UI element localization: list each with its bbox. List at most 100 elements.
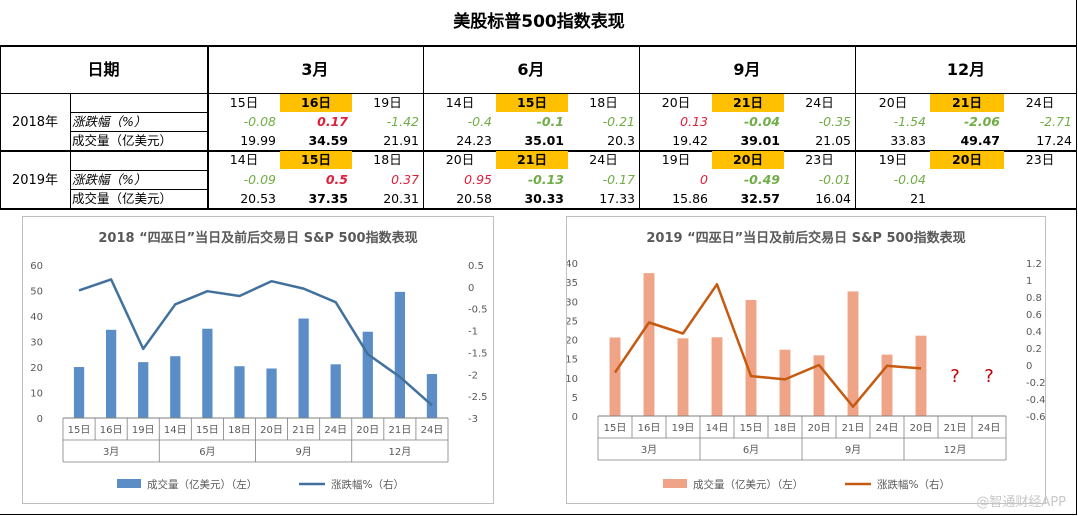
y-right-tick-label: -2.5 [468,392,488,403]
divider [70,112,207,113]
divider [70,189,207,190]
y-right-tick-label: -0.6 [1026,412,1045,423]
line-change [78,278,433,407]
date-cell: 15日 [229,95,259,110]
chart-2019: 2019 “四巫日”当日及前后交易日 S&P 500指数表现 0 5 10 15 20 2… [566,216,1046,504]
date-cell: 21日 [712,94,784,112]
bar-volume [745,299,757,416]
divider [423,45,424,209]
x-group-label: 6月 [199,446,215,458]
header-date: 日期 [87,60,120,79]
change-cell: -1.54 [893,114,926,129]
y-right-tick-label: 0 [468,283,474,294]
x-group-label: 3月 [641,444,657,456]
header-month-sep: 9月 [733,60,761,79]
divider [639,45,640,209]
x-tick-label: 24日 [324,425,347,436]
date-cell: 19日 [661,152,691,167]
y-left-tick-label: 20 [30,363,43,374]
x-tick-label: 21日 [389,425,412,436]
y-left-tick-label: 30 [30,338,43,349]
volume-cell: 21.91 [383,133,419,148]
x-tick-label: 24日 [876,423,899,434]
legend-swatch-bar [117,479,141,488]
y-right-tick-label: 0.5 [468,261,484,272]
x-tick-label: 24日 [421,425,444,436]
y-left-tick-label: 40 [567,259,578,270]
bar-volume [813,355,825,416]
volume-cell: 37.35 [308,191,348,206]
table-title: 美股标普500指数表现 [453,12,625,32]
divider [0,45,1077,47]
x-group-label: 9月 [295,446,311,458]
y-left-tick-label: 35 [567,278,578,289]
change-cell: -0.21 [602,114,635,129]
volume-cell [930,190,1004,208]
x-tick-label: 19日 [132,425,155,436]
volume-cell: 20.31 [383,191,419,206]
date-cell: 16日 [280,94,352,112]
y-left-tick-label: 10 [567,374,578,385]
header-month-jun: 6月 [517,60,545,79]
volume-cell: 17.33 [599,191,635,206]
date-cell: 21日 [496,151,568,169]
y-left-tick-label: 10 [30,389,43,400]
volume-cell: 35.01 [524,133,564,148]
change-cell: -0.13 [527,172,564,187]
annotation-question: ? [950,366,960,387]
y-right-tick-label: 0 [1026,361,1032,372]
row-label-change-2019: 涨跌幅（%） [72,172,147,187]
date-cell: 14日 [445,95,475,110]
bar-volume [105,329,117,418]
legend-swatch-bar [663,479,687,488]
volume-cell: 21.05 [815,133,851,148]
x-tick-label: 24日 [978,423,1001,434]
change-cell: -0.17 [602,172,635,187]
divider [855,45,856,209]
volume-cell: 19.42 [672,133,708,148]
volume-cell: 30.33 [524,191,564,206]
x-tick-label: 15日 [740,423,763,434]
change-cell: -0.49 [743,172,780,187]
bar-volume [298,318,309,418]
x-group-label: 6月 [743,444,759,456]
row-label-volume-2018: 成交量（亿美元） [72,133,173,148]
y-left-tick-label: 20 [567,336,578,347]
bar-volume [394,291,406,418]
y-left-tick-label: 0 [572,412,578,423]
change-cell: -0.1 [536,114,564,129]
x-tick-label: 16日 [638,423,661,434]
divider [70,170,207,171]
divider [207,45,209,209]
volume-cell: 39.01 [740,133,780,148]
date-cell: 23日 [805,152,834,167]
y-right-tick-label: 0.6 [1026,310,1042,321]
date-cell: 19日 [373,95,402,110]
change-cell: -0.04 [743,114,780,129]
y-right-tick-label: -1 [468,327,478,338]
x-tick-label: 20日 [808,423,831,434]
change-cell: 0.13 [680,114,708,129]
change-cell: 0.5 [325,172,348,187]
change-cell: -0.04 [893,172,926,187]
y-right-tick-label: -0.4 [1026,395,1045,406]
x-group-label: 12月 [944,444,967,456]
date-cell: 24日 [1025,95,1055,110]
bar-volume [881,354,893,416]
y-right-tick-label: 0.2 [1026,344,1042,355]
bar-volume [915,335,927,416]
x-group-label: 3月 [103,446,119,458]
divider [0,93,1077,94]
bar-volume [643,273,655,416]
y-left-tick-label: 25 [567,316,578,327]
chart-2018-svg: 0 10 20 30 40 50 60 -3 -2.5 -2 -1.5 -1 -0.5 0 0.5 15日 16… [30,261,488,491]
x-group-label: 12月 [389,446,412,458]
date-cell: 15日 [280,151,352,169]
change-cell: -0.4 [467,114,492,129]
y-left-tick-label: 30 [567,297,578,308]
change-cell: -0.09 [243,172,276,187]
row-label-volume-2019: 成交量（亿美元） [72,191,173,206]
change-cell: 0.17 [317,114,348,129]
change-cell: -0.01 [818,172,851,187]
bar-volume [426,374,438,418]
